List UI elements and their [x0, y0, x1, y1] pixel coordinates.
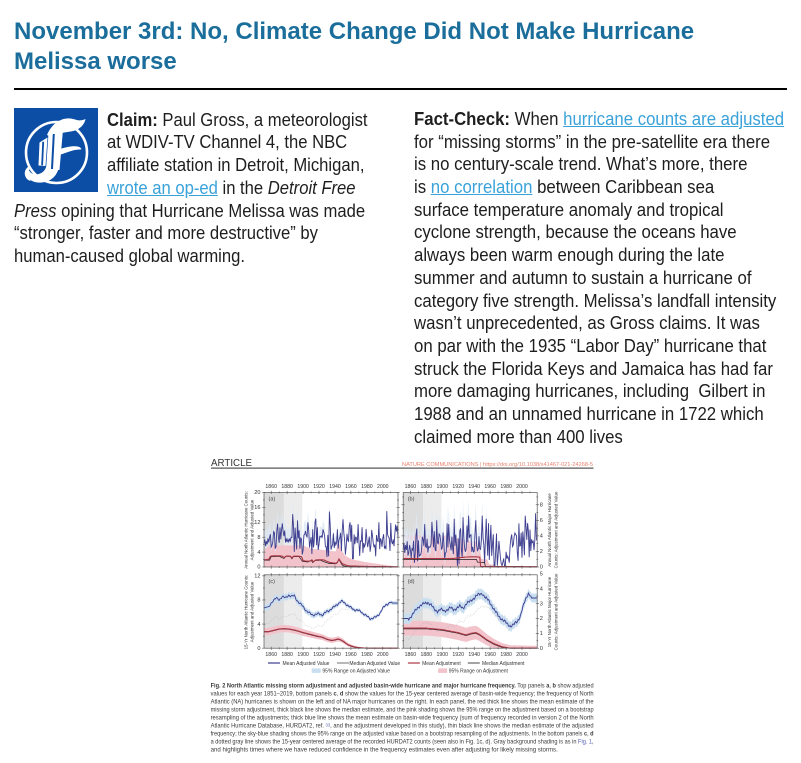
svg-text:Adjustment and Adjusted Value: Adjustment and Adjusted Value — [250, 499, 255, 560]
svg-text:Annual North Atlantic Hurrican: Annual North Atlantic Hurricane Counts: — [244, 491, 249, 569]
svg-text:1900: 1900 — [297, 484, 309, 490]
svg-text:1960: 1960 — [484, 652, 496, 658]
svg-text:(d): (d) — [408, 579, 415, 585]
svg-text:Fig. 2 North Atlantic missing: Fig. 2 North Atlantic missing storm adju… — [211, 683, 594, 690]
svg-text:Atlantic Hurricane Database, H: Atlantic Hurricane Database, HURDAT2, re… — [211, 722, 594, 729]
svg-text:1880: 1880 — [421, 484, 433, 490]
svg-text:1860: 1860 — [265, 652, 277, 658]
svg-text:4: 4 — [257, 622, 260, 628]
svg-text:12: 12 — [254, 520, 260, 526]
svg-text:2000: 2000 — [377, 652, 389, 658]
svg-text:2000: 2000 — [377, 484, 389, 490]
svg-text:3: 3 — [540, 601, 543, 607]
svg-text:1980: 1980 — [361, 652, 373, 658]
svg-text:0: 0 — [257, 646, 260, 652]
svg-text:Atlantic (NA) hurricanes is sh: Atlantic (NA) hurricanes is shown on the… — [211, 699, 595, 706]
svg-text:0: 0 — [257, 565, 260, 571]
svg-text:missing storm adjustment, thic: missing storm adjustment, thick black li… — [211, 707, 595, 714]
svg-text:5: 5 — [540, 572, 543, 578]
svg-text:Mean Adjustment: Mean Adjustment — [422, 661, 461, 667]
svg-text:Adjustment and Adjusted Value: Adjustment and Adjusted Value — [250, 581, 255, 642]
svg-text:16: 16 — [254, 505, 260, 511]
svg-text:Counts: Adjustment and Adjuste: Counts: Adjustment and Adjusted Value — [554, 491, 559, 568]
svg-text:frequency; the sky-blue shadin: frequency; the sky-blue shading shows th… — [211, 730, 594, 737]
svg-text:2: 2 — [540, 616, 543, 622]
svg-text:Median Adjusted Value: Median Adjusted Value — [349, 661, 400, 667]
svg-text:1880: 1880 — [281, 652, 293, 658]
svg-text:1960: 1960 — [345, 652, 357, 658]
svg-text:(a): (a) — [269, 497, 276, 503]
svg-text:1860: 1860 — [265, 484, 277, 490]
svg-text:1860: 1860 — [405, 652, 417, 658]
svg-text:1880: 1880 — [421, 652, 433, 658]
svg-text:1880: 1880 — [281, 484, 293, 490]
svg-text:6: 6 — [540, 518, 543, 524]
svg-text:4: 4 — [540, 586, 543, 592]
svg-text:Counts: Adjustment and Adjuste: Counts: Adjustment and Adjusted Value — [554, 573, 559, 650]
svg-text:1960: 1960 — [484, 484, 496, 490]
svg-text:1980: 1980 — [500, 484, 512, 490]
svg-text:15-Yr North Atlantic Hurricane: 15-Yr North Atlantic Hurricane Counts: — [244, 575, 249, 650]
svg-text:(c): (c) — [269, 579, 276, 585]
svg-text:8: 8 — [257, 535, 260, 541]
svg-text:1940: 1940 — [468, 652, 480, 658]
svg-text:12: 12 — [254, 574, 260, 580]
svg-text:4: 4 — [540, 534, 543, 540]
svg-text:1860: 1860 — [405, 484, 417, 490]
svg-text:2000: 2000 — [516, 652, 528, 658]
svg-text:1920: 1920 — [313, 652, 325, 658]
svg-text:ARTICLE: ARTICLE — [211, 458, 252, 469]
svg-text:1900: 1900 — [297, 652, 309, 658]
svg-text:NATURE COMMUNICATIONS | https:: NATURE COMMUNICATIONS | https://doi.org/… — [402, 462, 593, 468]
svg-text:1960: 1960 — [345, 484, 357, 490]
svg-text:Mean Adjusted Value: Mean Adjusted Value — [283, 661, 330, 667]
svg-text:2000: 2000 — [516, 484, 528, 490]
svg-text:and highlights times where we: and highlights times where we have reduc… — [211, 746, 558, 753]
svg-text:1: 1 — [540, 631, 543, 637]
svg-text:4: 4 — [257, 550, 260, 556]
svg-text:0: 0 — [540, 646, 543, 652]
svg-text:20: 20 — [254, 490, 260, 496]
svg-text:1900: 1900 — [437, 652, 449, 658]
svg-text:a dotted gray line shows the 1: a dotted gray line shows the 15-year cen… — [211, 738, 594, 745]
svg-text:Median Adjustment: Median Adjustment — [482, 661, 525, 667]
svg-text:1920: 1920 — [452, 484, 464, 490]
svg-text:1980: 1980 — [361, 484, 373, 490]
svg-text:2: 2 — [540, 549, 543, 555]
svg-text:(b): (b) — [408, 497, 415, 503]
svg-text:values for each year 1851–2019: values for each year 1851–2019, bottom p… — [211, 691, 594, 698]
svg-text:15-Yr North Atlantic Major Hur: 15-Yr North Atlantic Major Hurricane — [547, 576, 552, 647]
svg-text:1900: 1900 — [437, 484, 449, 490]
svg-text:95% Range on Adjusted Value: 95% Range on Adjusted Value — [322, 669, 390, 675]
svg-text:0: 0 — [540, 565, 543, 571]
svg-text:95% Range on Adjustment: 95% Range on Adjustment — [449, 669, 509, 675]
svg-text:1940: 1940 — [329, 652, 341, 658]
svg-text:1920: 1920 — [313, 484, 325, 490]
svg-text:1980: 1980 — [500, 652, 512, 658]
svg-text:1940: 1940 — [468, 484, 480, 490]
svg-text:resampling of the adjustments;: resampling of the adjustments; thick blu… — [211, 715, 594, 722]
svg-text:8: 8 — [257, 598, 260, 604]
svg-text:1920: 1920 — [452, 652, 464, 658]
svg-text:Annual North Atlantic Major Hu: Annual North Atlantic Major Hurricane — [547, 493, 552, 567]
svg-text:1940: 1940 — [329, 484, 341, 490]
svg-text:8: 8 — [540, 502, 543, 508]
